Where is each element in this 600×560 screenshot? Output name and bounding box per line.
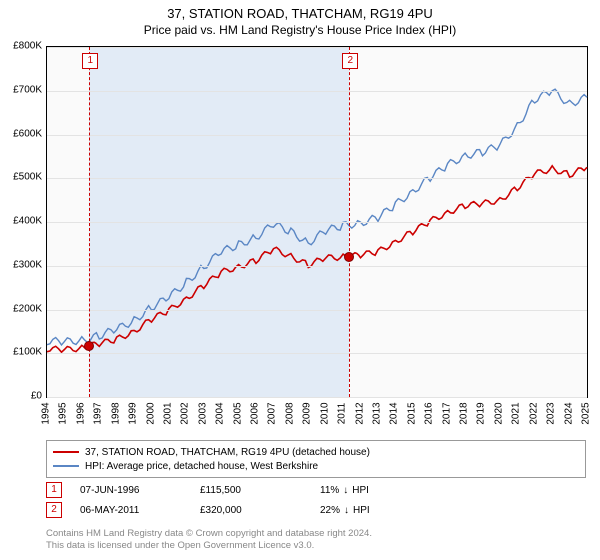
legend: 37, STATION ROAD, THATCHAM, RG19 4PU (de… (46, 440, 586, 478)
x-tick-label: 2001 (162, 399, 173, 429)
chart-subtitle: Price paid vs. HM Land Registry's House … (0, 23, 600, 37)
x-tick-label: 2022 (528, 399, 539, 429)
y-tick-label: £700K (2, 84, 42, 95)
y-tick-label: £0 (2, 391, 42, 402)
transaction-marker: 2 (46, 502, 62, 518)
plot-area: 12 (46, 46, 588, 398)
x-tick-label: 1999 (128, 399, 139, 429)
x-tick-label: 2023 (546, 399, 557, 429)
transaction-marker: 1 (46, 482, 62, 498)
legend-item: HPI: Average price, detached house, West… (53, 459, 579, 473)
x-tick-label: 2024 (563, 399, 574, 429)
x-tick-label: 1996 (75, 399, 86, 429)
x-tick-label: 2007 (267, 399, 278, 429)
series-property (47, 166, 587, 352)
x-tick-label: 2005 (232, 399, 243, 429)
x-tick-label: 2021 (511, 399, 522, 429)
x-tick-label: 2000 (145, 399, 156, 429)
transaction-price: £115,500 (200, 485, 320, 496)
price-point-marker (344, 252, 354, 262)
y-tick-label: £800K (2, 41, 42, 52)
x-tick-label: 2003 (197, 399, 208, 429)
marker-label: 1 (82, 53, 98, 69)
legend-swatch (53, 465, 79, 467)
y-tick-label: £100K (2, 347, 42, 358)
x-tick-label: 2016 (424, 399, 435, 429)
y-tick-label: £500K (2, 172, 42, 183)
transaction-delta: 11% ↓ HPI (320, 485, 369, 496)
x-tick-label: 1998 (110, 399, 121, 429)
x-tick-label: 2009 (302, 399, 313, 429)
x-tick-label: 2002 (180, 399, 191, 429)
title-block: 37, STATION ROAD, THATCHAM, RG19 4PU Pri… (0, 0, 600, 37)
y-tick-label: £200K (2, 303, 42, 314)
chart-title: 37, STATION ROAD, THATCHAM, RG19 4PU (0, 6, 600, 21)
price-point-marker (84, 341, 94, 351)
footer-attribution: Contains HM Land Registry data © Crown c… (46, 528, 372, 553)
x-tick-label: 2018 (459, 399, 470, 429)
arrow-down-icon: ↓ (343, 485, 348, 496)
x-tick-label: 2004 (215, 399, 226, 429)
x-tick-label: 2013 (371, 399, 382, 429)
marker-vline (349, 47, 350, 397)
transaction-date: 07-JUN-1996 (80, 485, 200, 496)
x-tick-label: 2025 (581, 399, 592, 429)
legend-label: 37, STATION ROAD, THATCHAM, RG19 4PU (de… (85, 447, 370, 458)
x-tick-label: 2020 (493, 399, 504, 429)
x-tick-label: 2017 (441, 399, 452, 429)
y-tick-label: £400K (2, 216, 42, 227)
x-tick-label: 1997 (93, 399, 104, 429)
x-tick-label: 1994 (41, 399, 52, 429)
transaction-price: £320,000 (200, 505, 320, 516)
marker-label: 2 (342, 53, 358, 69)
y-tick-label: £300K (2, 259, 42, 270)
chart-container: 37, STATION ROAD, THATCHAM, RG19 4PU Pri… (0, 0, 600, 560)
x-tick-label: 2010 (319, 399, 330, 429)
x-tick-label: 2006 (250, 399, 261, 429)
x-tick-label: 2011 (337, 399, 348, 429)
arrow-down-icon: ↓ (344, 505, 349, 516)
transaction-row: 1 07-JUN-1996 £115,500 11% ↓ HPI (46, 482, 586, 498)
legend-swatch (53, 451, 79, 453)
series-hpi (47, 89, 587, 345)
legend-item: 37, STATION ROAD, THATCHAM, RG19 4PU (de… (53, 445, 579, 459)
transaction-date: 06-MAY-2011 (80, 505, 200, 516)
y-tick-label: £600K (2, 128, 42, 139)
transaction-row: 2 06-MAY-2011 £320,000 22% ↓ HPI (46, 502, 586, 518)
x-tick-label: 2012 (354, 399, 365, 429)
x-tick-label: 2008 (284, 399, 295, 429)
x-tick-label: 2015 (406, 399, 417, 429)
x-tick-label: 2014 (389, 399, 400, 429)
x-tick-label: 1995 (58, 399, 69, 429)
x-tick-label: 2019 (476, 399, 487, 429)
transaction-delta: 22% ↓ HPI (320, 505, 370, 516)
legend-label: HPI: Average price, detached house, West… (85, 461, 318, 472)
